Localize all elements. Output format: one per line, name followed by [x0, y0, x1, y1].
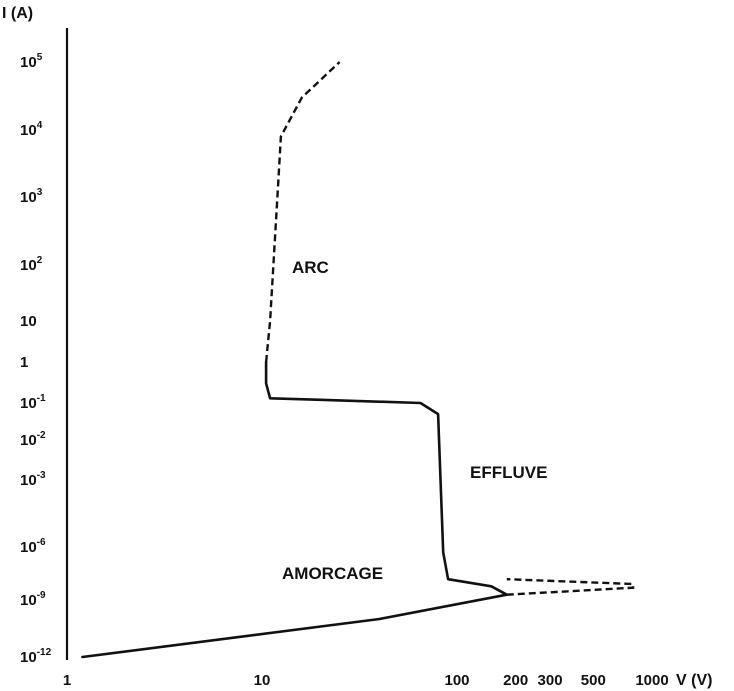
y-tick-base: 10 [20, 472, 37, 489]
y-tick-exponent: -6 [37, 537, 46, 548]
y-tick-label: 10-2 [20, 430, 46, 449]
y-tick-label: 102 [20, 255, 43, 274]
x-axis-label: V (V) [676, 672, 712, 689]
curves [81, 61, 635, 659]
x-tick-label: 200 [503, 672, 528, 689]
y-tick-exponent: 2 [37, 255, 43, 266]
x-tick-label: 1 [63, 672, 71, 689]
y-tick-base: 10 [20, 395, 37, 412]
y-tick-base: 1 [20, 354, 28, 371]
solid-curve-0 [81, 360, 509, 659]
y-tick-label: 105 [20, 52, 43, 71]
y-tick-label: 10-6 [20, 537, 46, 556]
y-tick-label: 1 [20, 354, 28, 371]
x-tick-label: 1000 [635, 672, 668, 689]
y-tick-base: 10 [20, 592, 37, 609]
y-tick-label: 10-9 [20, 590, 46, 609]
y-tick-exponent: 3 [37, 187, 43, 198]
x-tick-label: 500 [581, 672, 606, 689]
y-axis-label: I (A) [2, 5, 33, 22]
y-tick-base: 10 [20, 313, 37, 330]
region-label-amorcage: AMORCAGE [282, 564, 383, 583]
y-tick-label: 10-12 [20, 647, 52, 666]
y-tick-base: 10 [20, 122, 37, 139]
x-tick-label: 300 [538, 672, 563, 689]
x-tick-labels: 1 10 100 200 300 500 1000 [63, 672, 669, 689]
y-tick-base: 10 [20, 257, 37, 274]
y-tick-label: 10-3 [20, 470, 46, 489]
x-tick-label: 100 [444, 672, 469, 689]
region-label-arc: ARC [292, 258, 329, 277]
y-tick-exponent: 4 [37, 120, 43, 131]
y-tick-label: 10 [20, 313, 37, 330]
region-label-effluve: EFFLUVE [470, 463, 547, 482]
y-tick-label: 103 [20, 187, 43, 206]
y-tick-exponent: -2 [37, 430, 46, 441]
y-tick-exponent: -9 [37, 590, 46, 601]
y-tick-base: 10 [20, 432, 37, 449]
dashed-curve-2 [506, 578, 635, 596]
y-tick-base: 10 [20, 54, 37, 71]
y-tick-label: 10-1 [20, 393, 46, 412]
y-tick-exponent: -3 [37, 470, 46, 481]
y-tick-base: 10 [20, 649, 37, 666]
y-tick-label: 104 [20, 120, 43, 139]
x-tick-label: 10 [254, 672, 271, 689]
y-tick-exponent: -1 [37, 393, 46, 404]
y-tick-base: 10 [20, 189, 37, 206]
y-tick-base: 10 [20, 539, 37, 556]
dashed-curve-1 [264, 61, 341, 363]
y-tick-exponent: 5 [37, 52, 43, 63]
y-tick-exponent: -12 [37, 647, 52, 658]
